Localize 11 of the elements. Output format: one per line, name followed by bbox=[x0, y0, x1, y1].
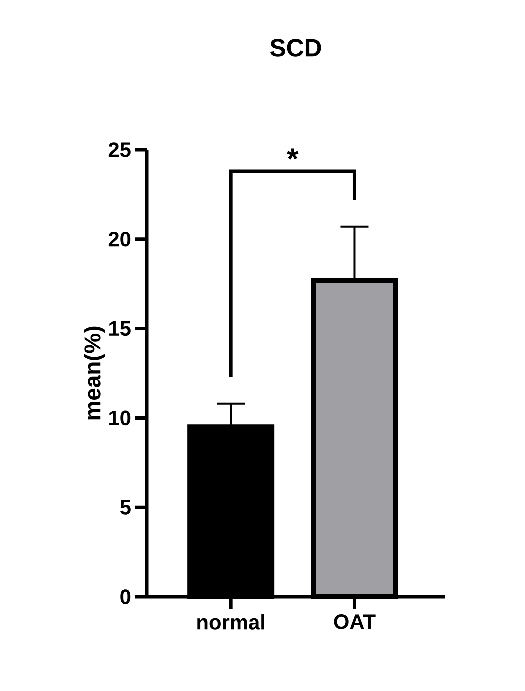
annotation: * bbox=[287, 148, 299, 160]
y-tick-label: 20 bbox=[108, 232, 131, 247]
y-tick-label: 10 bbox=[110, 410, 131, 426]
y-tick-label: 5 bbox=[120, 500, 131, 515]
y-axis-title: mean(%) bbox=[84, 326, 106, 420]
x-tick-label: normal bbox=[198, 614, 264, 630]
x-tick-label: OAT bbox=[334, 614, 376, 630]
chart-title: SCD bbox=[270, 39, 322, 57]
y-tick-label: 0 bbox=[120, 590, 131, 604]
y-tick-label: 25 bbox=[108, 142, 131, 158]
y-tick-label: 15 bbox=[110, 321, 131, 336]
